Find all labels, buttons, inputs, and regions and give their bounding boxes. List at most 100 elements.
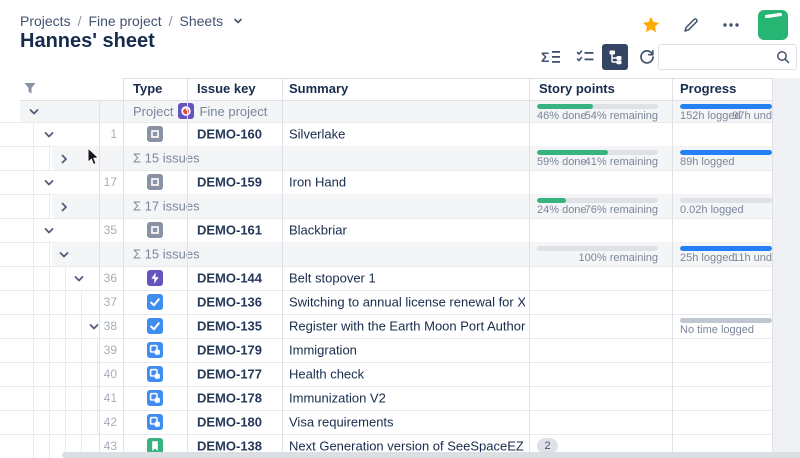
ellipsis-icon[interactable] (718, 12, 744, 38)
issue-type-epic-icon[interactable] (147, 270, 163, 286)
breadcrumb-sheets[interactable]: Sheets (179, 13, 224, 29)
story-points-label-right: 100% remaining (578, 252, 659, 264)
issue-type-story-icon[interactable] (147, 438, 163, 454)
table-row[interactable]: 17 DEMO-159 Iron Hand (0, 170, 800, 195)
issue-key[interactable]: DEMO-180 (197, 414, 263, 430)
issue-key[interactable]: DEMO-144 (197, 270, 263, 286)
issue-summary[interactable]: Switching to annual license renewal for … (289, 294, 525, 310)
issue-type-task-icon[interactable] (147, 294, 163, 310)
column-header-story-points[interactable]: Story points (539, 81, 615, 96)
issue-summary[interactable]: Health check (289, 366, 365, 382)
story-points-label-left: 59% done (537, 156, 587, 168)
filter-funnel-icon[interactable] (23, 82, 37, 100)
issue-summary[interactable]: Immigration (289, 342, 357, 358)
issue-key[interactable]: DEMO-159 (197, 174, 263, 190)
breadcrumb-projects[interactable]: Projects (20, 13, 71, 29)
issue-key[interactable]: DEMO-179 (197, 342, 263, 358)
progress-bar (680, 198, 772, 203)
chevron-right-icon[interactable] (58, 200, 70, 212)
row-number: 40 (103, 367, 117, 381)
table-row[interactable]: 35 DEMO-161 Blackbriar (0, 218, 800, 243)
row-number: 17 (103, 175, 117, 189)
table-row[interactable]: 39 DEMO-179 Immigration (0, 338, 800, 363)
issue-key[interactable]: DEMO-177 (197, 366, 263, 382)
issue-type-generic-icon[interactable] (147, 222, 163, 238)
story-points-bar (537, 246, 658, 251)
breadcrumb: Projects / Fine project / Sheets (20, 13, 244, 29)
progress-label-left: 89h logged (680, 156, 735, 168)
chevron-down-icon[interactable] (43, 128, 55, 140)
aggregate-sum-icon[interactable]: Σ (538, 44, 564, 70)
horizontal-scrollbar[interactable] (62, 452, 800, 458)
issue-key[interactable]: DEMO-136 (197, 294, 263, 310)
issue-summary[interactable]: Visa requirements (289, 414, 394, 430)
issue-summary[interactable]: Next Generation version of SeeSpaceEZ tr… (289, 438, 525, 454)
issue-summary[interactable]: Blackbriar (289, 222, 347, 238)
column-border (529, 78, 530, 452)
table-row[interactable]: 43 DEMO-138 Next Generation version of See… (0, 434, 800, 458)
story-points-label-right: 41% remaining (584, 156, 658, 168)
checklist-icon[interactable] (572, 44, 598, 70)
row-number: 36 (103, 271, 117, 285)
right-gutter (773, 78, 800, 452)
chevron-down-icon[interactable] (43, 176, 55, 188)
progress-bar-logged (680, 104, 772, 109)
column-header-type[interactable]: Type (133, 81, 163, 96)
progress-label-left: 152h logged (680, 110, 741, 122)
chevron-down-icon[interactable] (43, 224, 55, 236)
table-row[interactable]: Σ 17 issues 24% done 76% remaining 0.02h lo… (0, 194, 800, 219)
column-header-issue-key[interactable]: Issue key (197, 81, 256, 96)
pencil-icon[interactable] (678, 12, 704, 38)
issue-type-subtask-icon[interactable] (147, 390, 163, 406)
issue-summary[interactable]: Register with the Earth Moon Port Author… (289, 318, 525, 334)
star-icon[interactable] (638, 12, 664, 38)
progress-label-right: 11h und (733, 252, 772, 264)
project-name[interactable]: Fine project (199, 103, 268, 119)
issue-key[interactable]: DEMO-138 (197, 438, 263, 454)
issue-key[interactable]: DEMO-178 (197, 390, 263, 406)
table-row[interactable]: 37 DEMO-136 Switching to annual license re… (0, 290, 800, 315)
row-number: 41 (103, 391, 117, 405)
table-row[interactable]: 1 DEMO-160 Silverlake (0, 122, 800, 147)
table-row[interactable]: 38 DEMO-135 Register with the Earth Moon P… (0, 314, 800, 339)
story-points-bar (537, 104, 658, 109)
table-row[interactable]: 41 DEMO-178 Immunization V2 (0, 386, 800, 411)
issue-type-generic-icon[interactable] (147, 126, 163, 142)
issue-type-task-icon[interactable] (147, 318, 163, 334)
column-header-progress[interactable]: Progress (680, 81, 737, 96)
issue-type-subtask-icon[interactable] (147, 342, 163, 358)
breadcrumb-project[interactable]: Fine project (88, 13, 162, 29)
issue-summary[interactable]: Iron Hand (289, 174, 347, 190)
table-row[interactable]: 36 DEMO-144 Belt stopover 1 (0, 266, 800, 291)
table-row[interactable]: Σ 15 issues 100% remaining 25h logged 11h u… (0, 242, 800, 267)
issue-summary[interactable]: Belt stopover 1 (289, 270, 376, 286)
progress-label-left: 0.02h logged (680, 204, 744, 216)
table-row[interactable]: 40 DEMO-177 Health check (0, 362, 800, 387)
chevron-down-icon[interactable] (28, 105, 40, 117)
chevron-down-icon[interactable] (232, 15, 244, 27)
table-row[interactable]: Project Fine project 46% done 54% remaining… (0, 100, 800, 123)
column-header-summary[interactable]: Summary (289, 81, 349, 96)
structure-logo-icon[interactable] (758, 10, 788, 40)
refresh-icon[interactable] (634, 44, 660, 70)
chevron-down-icon[interactable] (88, 320, 100, 332)
chevron-right-icon[interactable] (58, 152, 70, 164)
search-icon (776, 50, 790, 64)
chevron-down-icon[interactable] (73, 272, 85, 284)
issue-key[interactable]: DEMO-160 (197, 126, 263, 142)
story-points-bar-done (537, 104, 593, 109)
issue-summary[interactable]: Silverlake (289, 126, 346, 142)
issue-summary[interactable]: Immunization V2 (289, 390, 386, 406)
hierarchy-view-button[interactable] (602, 44, 628, 70)
issue-key[interactable]: DEMO-161 (197, 222, 263, 238)
story-points-bar-done (537, 150, 609, 155)
search-input[interactable] (659, 49, 776, 65)
issue-type-subtask-icon[interactable] (147, 366, 163, 382)
issue-type-generic-icon[interactable] (147, 174, 163, 190)
issue-type-subtask-icon[interactable] (147, 414, 163, 430)
chevron-down-icon[interactable] (58, 248, 70, 260)
table-row[interactable]: Σ 15 issues 59% done 41% remaining 89h logg… (0, 146, 800, 171)
issue-key[interactable]: DEMO-135 (197, 318, 263, 334)
progress-bar-logged (680, 150, 772, 155)
table-row[interactable]: 42 DEMO-180 Visa requirements (0, 410, 800, 435)
